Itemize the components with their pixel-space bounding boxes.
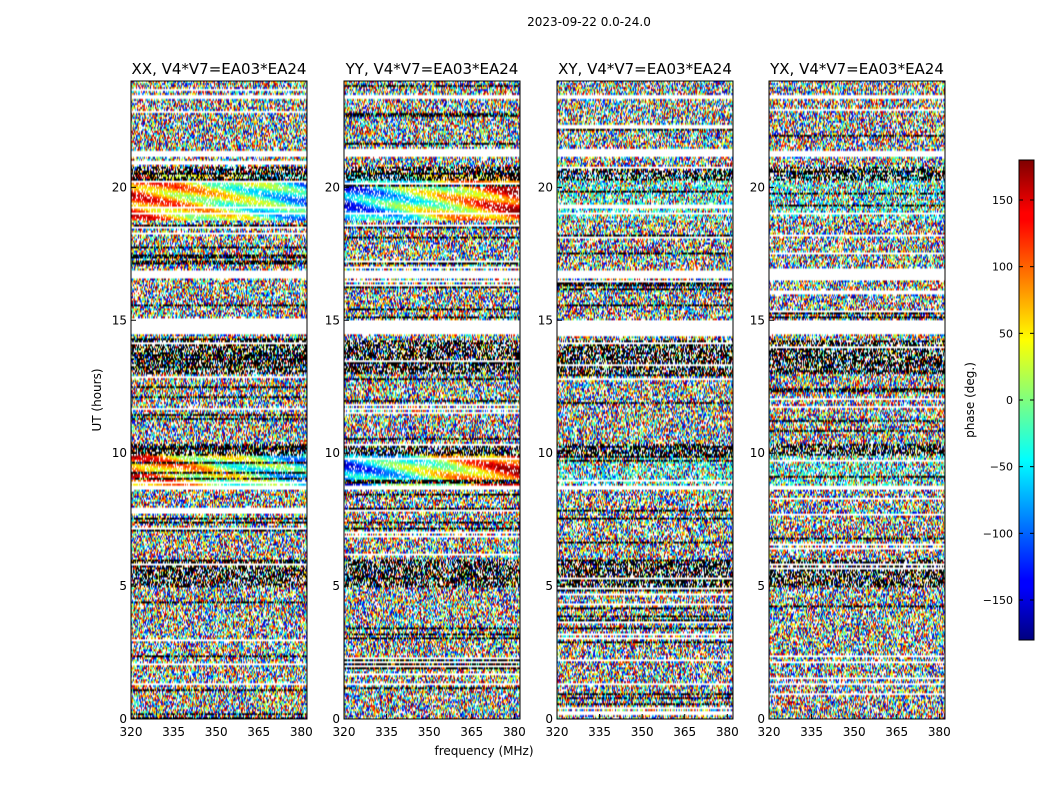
- colorbar-tick-label: 100: [992, 261, 1013, 274]
- y-tick-label: 10: [538, 446, 553, 460]
- y-tick-label: 0: [332, 712, 340, 726]
- panel-frame: [556, 80, 734, 720]
- x-tick-label: 365: [460, 725, 483, 739]
- panel-title: XY, V4*V7=EA03*EA24: [558, 60, 732, 78]
- y-tick-label: 5: [119, 579, 127, 593]
- y-tick-label: 20: [750, 180, 765, 194]
- y-tick-label: 15: [112, 313, 127, 327]
- colorbar: −150 −100 −50 0 50 100 150 phase (deg.): [963, 159, 1035, 641]
- y-tick-label: 5: [757, 579, 765, 593]
- panel-frame: [768, 80, 946, 720]
- waterfall-image: [344, 81, 520, 719]
- y-tick-label: 15: [538, 313, 553, 327]
- y-tick-label: 0: [757, 712, 765, 726]
- x-tick-label: 320: [758, 725, 781, 739]
- y-tick-label: 0: [545, 712, 553, 726]
- colorbar-tick-label: −150: [983, 594, 1013, 607]
- chart-suptitle: 2023-09-22 0.0-24.0: [527, 15, 651, 29]
- y-tick-label: 5: [545, 579, 553, 593]
- x-tick-label: 380: [928, 725, 951, 739]
- panel-xx: XX, V4*V7=EA03*EA24 320 335 350 365 380 0 5 10 15…: [112, 60, 313, 739]
- x-tick-label: 380: [716, 725, 739, 739]
- x-tick-label: 335: [162, 725, 185, 739]
- x-tick-label: 335: [800, 725, 823, 739]
- panel-title: YY, V4*V7=EA03*EA24: [345, 60, 519, 78]
- x-tick-label: 350: [631, 725, 654, 739]
- colorbar-tick-label: 150: [992, 194, 1013, 207]
- panel-frame: [130, 80, 308, 720]
- y-tick-label: 10: [112, 446, 127, 460]
- x-tick-label: 320: [546, 725, 569, 739]
- x-axis-label: frequency (MHz): [434, 744, 533, 758]
- y-tick-label: 15: [325, 313, 340, 327]
- x-tick-label: 365: [673, 725, 696, 739]
- panel-yx: YX, V4*V7=EA03*EA24 320 335 350 365 380 0 5 10 15…: [750, 60, 951, 739]
- x-tick-label: 350: [843, 725, 866, 739]
- colorbar-tick-label: −50: [990, 461, 1013, 474]
- x-tick-label: 320: [120, 725, 143, 739]
- y-tick-label: 20: [538, 180, 553, 194]
- x-tick-label: 365: [885, 725, 908, 739]
- colorbar-tick-label: 0: [1006, 394, 1013, 407]
- colorbar-label: phase (deg.): [963, 362, 977, 438]
- y-tick-label: 5: [332, 579, 340, 593]
- y-tick-label: 20: [325, 180, 340, 194]
- x-tick-label: 335: [588, 725, 611, 739]
- colorbar-ticks: −150 −100 −50 0 50 100 150: [983, 194, 1034, 607]
- x-tick-label: 380: [290, 725, 313, 739]
- panel-title: YX, V4*V7=EA03*EA24: [769, 60, 944, 78]
- waterfall-image: [131, 81, 307, 719]
- x-tick-label: 350: [418, 725, 441, 739]
- waterfall-image: [769, 81, 945, 719]
- panels: XX, V4*V7=EA03*EA24 320 335 350 365 380 0 5 10 15…: [112, 60, 951, 739]
- panel-frame: [343, 80, 521, 720]
- x-tick-label: 365: [247, 725, 270, 739]
- waterfall-image: [557, 81, 733, 719]
- y-tick-label: 0: [119, 712, 127, 726]
- x-tick-label: 320: [333, 725, 356, 739]
- panel-title: XX, V4*V7=EA03*EA24: [132, 60, 307, 78]
- y-axis-label: UT (hours): [90, 368, 104, 431]
- x-tick-label: 335: [375, 725, 398, 739]
- y-tick-label: 15: [750, 313, 765, 327]
- y-tick-label: 20: [112, 180, 127, 194]
- panel-yy: YY, V4*V7=EA03*EA24 320 335 350 365 380 0 5 10 15…: [325, 60, 526, 739]
- panel-xy: XY, V4*V7=EA03*EA24 320 335 350 365 380 0 5 10 15…: [538, 60, 739, 739]
- x-tick-label: 380: [503, 725, 526, 739]
- y-tick-label: 10: [325, 446, 340, 460]
- colorbar-tick-label: −100: [983, 527, 1013, 540]
- colorbar-tick-label: 50: [999, 327, 1013, 340]
- y-tick-label: 10: [750, 446, 765, 460]
- x-tick-label: 350: [205, 725, 228, 739]
